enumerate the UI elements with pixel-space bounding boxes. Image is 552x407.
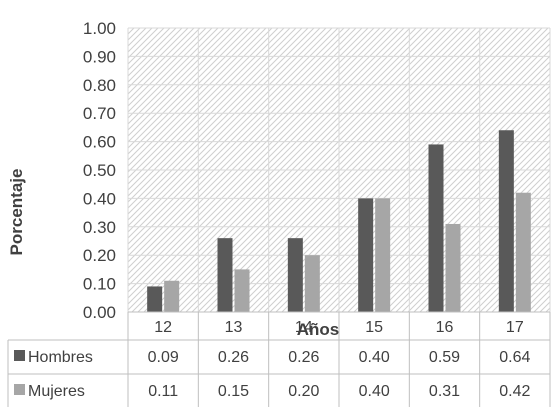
bar-mujeres-14 bbox=[304, 255, 320, 312]
y-axis-ticks: 0.00 0.10 0.20 0.30 0.40 0.50 0.60 0.70 0.80 0.90… bbox=[83, 19, 116, 322]
y-tick-label: 0.10 bbox=[83, 275, 116, 294]
data-label: 0.26 bbox=[218, 349, 249, 366]
x-tick-label: 15 bbox=[365, 319, 383, 336]
y-tick-label: 0.00 bbox=[83, 303, 116, 322]
bar-mujeres-17 bbox=[515, 192, 531, 312]
legend-swatch-mujeres bbox=[14, 384, 25, 395]
bars bbox=[147, 130, 531, 312]
legend-label-hombres: Hombres bbox=[28, 349, 93, 366]
bar-mujeres-16 bbox=[445, 223, 461, 312]
bar-hombres-17 bbox=[498, 130, 514, 312]
bar-hombres-12 bbox=[147, 286, 163, 312]
legend-swatch-hombres bbox=[14, 350, 25, 361]
data-table: 12 13 14 15 16 17 Hombres 0.09 0.26 0.26 0.40 0.59 0… bbox=[7, 311, 551, 407]
y-tick-label: 0.30 bbox=[83, 218, 116, 237]
y-tick-label: 0.80 bbox=[83, 76, 116, 95]
y-tick-label: 0.70 bbox=[83, 104, 116, 123]
data-label: 0.40 bbox=[359, 383, 390, 400]
data-label: 0.26 bbox=[288, 349, 319, 366]
x-tick-label: 16 bbox=[436, 319, 454, 336]
data-label: 0.59 bbox=[429, 349, 460, 366]
x-tick-label: 12 bbox=[154, 319, 172, 336]
bar-mujeres-13 bbox=[234, 269, 250, 312]
x-tick-label: 13 bbox=[225, 319, 243, 336]
bar-hombres-15 bbox=[358, 198, 374, 312]
x-axis-title: Años bbox=[297, 320, 340, 339]
y-tick-label: 0.60 bbox=[83, 133, 116, 152]
data-label: 0.09 bbox=[148, 349, 179, 366]
y-tick-label: 0.40 bbox=[83, 189, 116, 208]
y-tick-label: 0.20 bbox=[83, 246, 116, 265]
data-label: 0.11 bbox=[148, 383, 178, 400]
data-label: 0.64 bbox=[499, 349, 530, 366]
bar-hombres-16 bbox=[428, 144, 444, 312]
category-gridlines bbox=[127, 28, 551, 312]
bar-mujeres-12 bbox=[164, 280, 180, 312]
y-tick-label: 1.00 bbox=[83, 19, 116, 38]
legend-label-mujeres: Mujeres bbox=[28, 383, 85, 400]
y-tick-label: 0.50 bbox=[83, 161, 116, 180]
data-label: 0.15 bbox=[218, 383, 249, 400]
bar-hombres-13 bbox=[217, 238, 233, 312]
x-tick-label: 14 bbox=[295, 319, 313, 336]
data-label: 0.31 bbox=[429, 383, 460, 400]
x-tick-label: 17 bbox=[506, 319, 524, 336]
bar-mujeres-15 bbox=[375, 198, 391, 312]
y-tick-label: 0.90 bbox=[83, 47, 116, 66]
data-label: 0.40 bbox=[359, 349, 390, 366]
data-label: 0.20 bbox=[288, 383, 319, 400]
data-label: 0.42 bbox=[499, 383, 530, 400]
bar-hombres-14 bbox=[287, 238, 303, 312]
y-axis-title: Porcentaje bbox=[7, 169, 26, 256]
